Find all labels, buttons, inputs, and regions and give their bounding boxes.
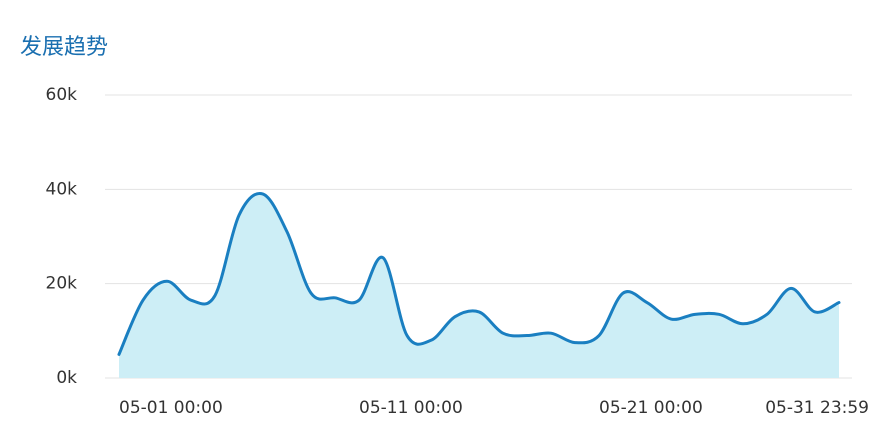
line [117, 191, 841, 356]
x-tick-label: 05-21 00:00 [599, 398, 703, 418]
x-tick-label: 05-31 23:59 [765, 398, 869, 418]
area [119, 193, 839, 378]
x-tick-label: 05-11 00:00 [359, 398, 463, 418]
y-tick-label: 20k [46, 274, 78, 294]
chart-title: 发展趋势 [20, 35, 108, 60]
y-tick-label: 60k [46, 85, 78, 105]
y-tick-label: 40k [46, 179, 78, 199]
x-tick-label: 05-01 00:00 [119, 398, 223, 418]
y-tick-label: 0k [56, 368, 77, 388]
